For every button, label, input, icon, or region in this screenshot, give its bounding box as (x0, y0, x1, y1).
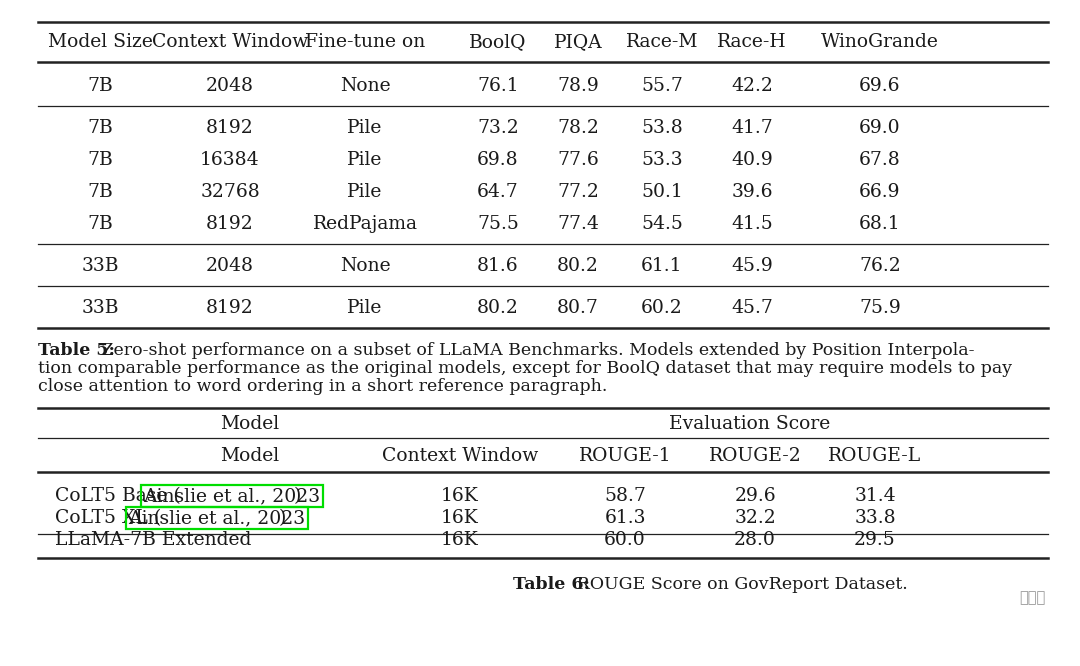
Text: Pile: Pile (348, 183, 382, 201)
Text: 80.2: 80.2 (477, 299, 518, 317)
Text: 76.2: 76.2 (859, 257, 901, 275)
Text: 80.7: 80.7 (557, 299, 599, 317)
Text: Evaluation Score: Evaluation Score (670, 415, 831, 433)
Text: 77.4: 77.4 (557, 215, 599, 233)
Text: 75.5: 75.5 (477, 215, 518, 233)
Text: 41.7: 41.7 (731, 119, 773, 137)
Text: Context Window: Context Window (152, 33, 308, 51)
Text: 7B: 7B (87, 215, 113, 233)
Text: Pile: Pile (348, 299, 382, 317)
Text: 68.1: 68.1 (860, 215, 901, 233)
Text: 60.0: 60.0 (604, 531, 646, 549)
Text: Table 6:: Table 6: (513, 576, 590, 593)
Text: Model: Model (220, 447, 280, 465)
Text: Ainslie et al., 2023: Ainslie et al., 2023 (129, 509, 306, 527)
Text: 33.8: 33.8 (854, 509, 895, 527)
Text: 2048: 2048 (206, 77, 254, 95)
Text: 54.5: 54.5 (642, 215, 683, 233)
Text: 80.2: 80.2 (557, 257, 599, 275)
Text: close attention to word ordering in a short reference paragraph.: close attention to word ordering in a sh… (38, 378, 607, 395)
Text: 7B: 7B (87, 183, 113, 201)
Text: 69.0: 69.0 (860, 119, 901, 137)
Text: 58.7: 58.7 (604, 487, 646, 505)
Text: Pile: Pile (348, 151, 382, 169)
Text: 39.6: 39.6 (731, 183, 773, 201)
Text: 75.9: 75.9 (859, 299, 901, 317)
Text: 60.2: 60.2 (642, 299, 683, 317)
Text: 45.7: 45.7 (731, 299, 773, 317)
Text: 45.9: 45.9 (731, 257, 773, 275)
Text: 41.5: 41.5 (731, 215, 773, 233)
Text: 16K: 16K (441, 509, 478, 527)
Text: CoLT5 XL (: CoLT5 XL ( (55, 509, 161, 527)
Text: 64.7: 64.7 (477, 183, 518, 201)
Text: 69.6: 69.6 (860, 77, 901, 95)
Text: 31.4: 31.4 (854, 487, 895, 505)
Text: Context Window: Context Window (382, 447, 538, 465)
Text: Pile: Pile (348, 119, 382, 137)
Text: ROUGE-1: ROUGE-1 (579, 447, 672, 465)
Text: 29.5: 29.5 (854, 531, 896, 549)
Text: 8192: 8192 (206, 215, 254, 233)
Text: 29.6: 29.6 (734, 487, 775, 505)
Text: WinoGrande: WinoGrande (821, 33, 939, 51)
Text: 32768: 32768 (200, 183, 260, 201)
Text: 2048: 2048 (206, 257, 254, 275)
Text: 61.3: 61.3 (604, 509, 646, 527)
Text: 33B: 33B (81, 257, 119, 275)
Text: 53.3: 53.3 (642, 151, 683, 169)
Text: Table 5:: Table 5: (38, 342, 114, 359)
Text: 32.2: 32.2 (734, 509, 775, 527)
Text: 73.2: 73.2 (477, 119, 518, 137)
Text: 40.9: 40.9 (731, 151, 773, 169)
Text: 16K: 16K (441, 531, 478, 549)
Text: 81.6: 81.6 (477, 257, 518, 275)
Text: BoolQ: BoolQ (470, 33, 527, 51)
Text: 69.8: 69.8 (477, 151, 518, 169)
Text: ROUGE Score on GovReport Dataset.: ROUGE Score on GovReport Dataset. (571, 576, 908, 593)
Text: 8192: 8192 (206, 119, 254, 137)
Text: Fine-tune on: Fine-tune on (305, 33, 426, 51)
Text: 66.9: 66.9 (860, 183, 901, 201)
Text: 53.8: 53.8 (642, 119, 683, 137)
Text: 61.1: 61.1 (642, 257, 683, 275)
Text: ): ) (293, 487, 300, 505)
Text: None: None (340, 77, 390, 95)
Text: 77.2: 77.2 (557, 183, 599, 201)
Text: Zero-shot performance on a subset of LLaMA Benchmarks. Models extended by Positi: Zero-shot performance on a subset of LLa… (96, 342, 974, 359)
Text: 33B: 33B (81, 299, 119, 317)
Text: 76.1: 76.1 (477, 77, 518, 95)
Text: 7B: 7B (87, 151, 113, 169)
Text: Model: Model (220, 415, 280, 433)
Text: 7B: 7B (87, 119, 113, 137)
Text: PIQA: PIQA (554, 33, 603, 51)
Text: 16K: 16K (441, 487, 478, 505)
Text: ROUGE-L: ROUGE-L (828, 447, 921, 465)
Text: 55.7: 55.7 (642, 77, 683, 95)
Text: Ainslie et al., 2023: Ainslie et al., 2023 (144, 487, 321, 505)
Text: ROUGE-2: ROUGE-2 (708, 447, 801, 465)
Text: 78.2: 78.2 (557, 119, 599, 137)
Text: Model Size: Model Size (48, 33, 152, 51)
Text: 67.8: 67.8 (859, 151, 901, 169)
Text: 28.0: 28.0 (734, 531, 775, 549)
Text: 量子位: 量子位 (1018, 591, 1045, 605)
Text: None: None (340, 257, 390, 275)
Text: 50.1: 50.1 (642, 183, 683, 201)
Text: 7B: 7B (87, 77, 113, 95)
Text: CoLT5 Base (: CoLT5 Base ( (55, 487, 180, 505)
Text: 78.9: 78.9 (557, 77, 599, 95)
Text: RedPajama: RedPajama (312, 215, 418, 233)
Text: tion comparable performance as the original models, except for BoolQ dataset tha: tion comparable performance as the origi… (38, 360, 1012, 377)
Text: Race-H: Race-H (717, 33, 787, 51)
Text: 16384: 16384 (200, 151, 260, 169)
Text: 77.6: 77.6 (557, 151, 599, 169)
Text: LLaMA-7B Extended: LLaMA-7B Extended (55, 531, 252, 549)
Text: Race-M: Race-M (625, 33, 699, 51)
Text: ): ) (279, 509, 286, 527)
Text: 8192: 8192 (206, 299, 254, 317)
Text: 42.2: 42.2 (731, 77, 773, 95)
